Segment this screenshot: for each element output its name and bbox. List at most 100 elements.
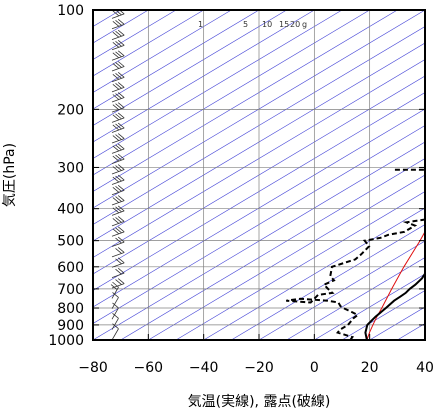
wind-barb-feather (117, 82, 125, 88)
wind-barb-feather (117, 122, 125, 129)
wind-barb-staff (111, 221, 125, 227)
wind-barbs (110, 10, 125, 340)
wind-barb-staff (111, 117, 125, 123)
x-tick-label: 40 (416, 360, 434, 376)
isotherm-line (424, 339, 425, 340)
wind-barb-feather (117, 226, 125, 233)
mixing-ratio-labels: 1 5 10 15 20 g (198, 20, 307, 29)
wind-barb-feather (115, 248, 122, 254)
isotherm-line (341, 290, 425, 340)
y-tick-label: 300 (57, 160, 84, 176)
wind-barb-feather (112, 155, 120, 162)
wind-barb-feather (117, 205, 125, 212)
wind-barb-feather (112, 94, 120, 100)
wind-barb-feather (112, 292, 119, 298)
wind-barb-staff (111, 231, 125, 237)
wind-barb-feather (115, 20, 122, 26)
wind-barb-feather (115, 258, 122, 265)
wind-barb-staff (111, 138, 125, 144)
wind-barb-feather (112, 124, 120, 131)
wind-barb-staff (111, 252, 125, 258)
isotherm-line (93, 92, 425, 291)
wind-barb-staff (111, 44, 125, 51)
isotherm-line (148, 174, 425, 340)
x-tick-label: −80 (78, 360, 108, 376)
wind-barb-feather (115, 279, 122, 285)
wind-barb-feather (117, 143, 125, 150)
wind-barb-feather (117, 216, 125, 222)
wind-barb-feather (117, 92, 125, 98)
wind-barb-feather (117, 278, 125, 284)
wind-barb-feather (112, 73, 120, 80)
x-tick-label: 20 (361, 360, 379, 376)
wind-barb-feather (112, 31, 120, 38)
isotherm-line (314, 273, 425, 340)
wind-barb-feather (112, 135, 120, 141)
wind-barb-feather (117, 19, 125, 25)
wind-barb-staff (111, 286, 119, 299)
wind-barb-feather (117, 164, 125, 170)
wind-barb-feather (115, 165, 122, 171)
wind-barb-feather (115, 103, 122, 110)
isotherm-line (93, 26, 425, 225)
y-tick-label: 1000 (48, 333, 84, 349)
isotherm-line (93, 10, 177, 60)
x-tick-label: 0 (310, 360, 319, 376)
wind-barb-feather (115, 206, 122, 213)
wind-barb-feather (115, 134, 122, 140)
wind-barb-staff (111, 283, 125, 289)
wind-barb-feather (115, 93, 122, 99)
wind-barb-feather (112, 114, 120, 121)
isotherm-line (231, 224, 425, 340)
wind-barb-feather (117, 185, 125, 191)
wind-barb-staff (111, 179, 125, 185)
wind-barb-staff (111, 87, 125, 93)
wind-barb-feather (112, 186, 120, 193)
wind-barb-staff (111, 262, 125, 268)
wind-barb-feather (117, 102, 125, 109)
y-tick-label: 600 (57, 260, 84, 276)
wind-barb-feather (117, 61, 125, 67)
wind-barb-feather (112, 52, 120, 59)
isotherm-line (93, 10, 343, 159)
wind-barb-staff (111, 23, 125, 30)
isotherm-line (258, 240, 425, 340)
mixing-ratio-label: 1 (198, 20, 203, 29)
wind-barb-feather (112, 197, 120, 203)
wind-barb-feather (112, 313, 119, 319)
wind-barb-feather (115, 175, 122, 182)
wind-barb-feather (115, 237, 122, 244)
wind-barb-feather (112, 145, 120, 152)
isotherm-line (93, 10, 287, 126)
wind-barb-feather (112, 104, 120, 110)
wind-barb-staff (111, 97, 125, 103)
wind-barb-staff (111, 318, 119, 330)
wind-barb-staff (111, 200, 125, 206)
wind-barb-staff (111, 189, 125, 196)
wind-barb-feather (117, 112, 125, 119)
x-tick-label: −60 (134, 360, 164, 376)
wind-barb-feather (115, 185, 122, 192)
x-tick-labels: −80 −60 −40 −20 0 20 40 (78, 360, 434, 376)
wind-barb-feather (115, 144, 122, 151)
wind-barb-feather (117, 40, 125, 46)
wind-barb-feather (112, 207, 120, 214)
wind-barb-feather (115, 83, 122, 89)
wind-barb-feather (117, 247, 125, 253)
isotherm-line (93, 10, 370, 176)
x-axis-title: 気温(実線), 露点(破線) (188, 394, 331, 410)
temperature-series (364, 271, 425, 340)
mixing-ratio-label: 15 (279, 20, 289, 29)
isotherm-line (93, 10, 260, 110)
isotherm-line (203, 207, 425, 340)
wind-barb-staff (111, 241, 125, 247)
wind-barb-feather (115, 123, 122, 130)
y-tick-label: 400 (57, 202, 84, 218)
x-tick-label: −20 (244, 360, 274, 376)
wind-barb-feather (115, 41, 122, 47)
parcel-curve (366, 230, 425, 340)
isotherm-line (93, 59, 425, 258)
isotherm-line (120, 158, 425, 340)
wind-barb-staff (111, 127, 125, 133)
